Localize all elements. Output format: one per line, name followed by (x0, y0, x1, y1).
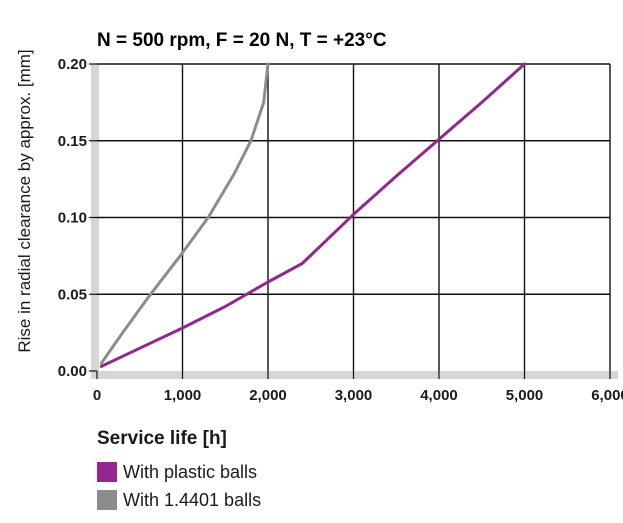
y-tick-label-3: 0.15 (58, 133, 87, 150)
x-tick-label-0: 0 (93, 387, 101, 404)
y-axis-band (91, 64, 99, 379)
y-axis-label: Rise in radial clearance by approx. [mm] (15, 49, 34, 352)
series-line-0 (99, 62, 526, 368)
legend-swatch-plastic (97, 462, 117, 482)
y-tick-label-4: 0.20 (58, 56, 87, 73)
y-tick-label-1: 0.05 (58, 286, 87, 303)
x-tick-label-1: 1,000 (164, 387, 202, 404)
legend-swatch-steel (97, 490, 117, 510)
x-axis-band (91, 371, 618, 379)
legend-item-plastic: With plastic balls (97, 458, 261, 486)
series-line-1 (99, 62, 270, 365)
x-tick-label-2: 2,000 (249, 387, 287, 404)
legend-label-plastic: With plastic balls (123, 461, 258, 482)
chart-title: N = 500 rpm, F = 20 N, T = +23°C (97, 30, 387, 51)
plot-area: 0 1,000 2,000 3,000 4,000 5,000 6,000 0.00 0.05 0… (58, 56, 623, 404)
y-tick-label-2: 0.10 (58, 210, 87, 227)
legend-item-steel: With 1.4401 balls (97, 486, 261, 514)
legend-label-steel: With 1.4401 balls (123, 489, 262, 510)
x-tick-label-3: 3,000 (335, 387, 373, 404)
x-axis-label: Service life [h] (97, 428, 227, 449)
x-tick-label-6: 6,000 (591, 387, 623, 404)
legend: With plastic balls With 1.4401 balls (97, 458, 261, 514)
x-tick-label-4: 4,000 (420, 387, 458, 404)
x-tick-label-5: 5,000 (506, 387, 544, 404)
y-tick-label-0: 0.00 (58, 363, 87, 380)
